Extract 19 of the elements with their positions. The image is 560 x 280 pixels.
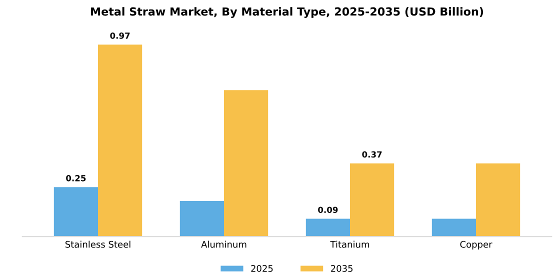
x-tick-label: Aluminum: [201, 240, 246, 248]
data-label: 0.09: [318, 206, 338, 214]
legend-label: 2025: [251, 265, 273, 272]
chart-title: Metal Straw Market, By Material Type, 2025-2035 (USD Billion): [91, 7, 484, 18]
bar: [476, 163, 520, 237]
data-label: 0.25: [66, 175, 86, 182]
bar: [98, 44, 142, 237]
x-tick-label: Stainless Steel: [65, 240, 130, 248]
data-label: 0.37: [362, 151, 382, 158]
legend-label: 2035: [330, 265, 353, 272]
bar: [432, 218, 476, 237]
bar: [180, 200, 224, 237]
x-tick-label: Copper: [460, 240, 492, 250]
bar: [350, 163, 394, 237]
x-tick-label: Titanium: [330, 240, 370, 248]
bar: [306, 218, 350, 237]
data-label: 0.97: [110, 32, 130, 39]
bar: [54, 187, 98, 237]
bar: [224, 90, 268, 237]
